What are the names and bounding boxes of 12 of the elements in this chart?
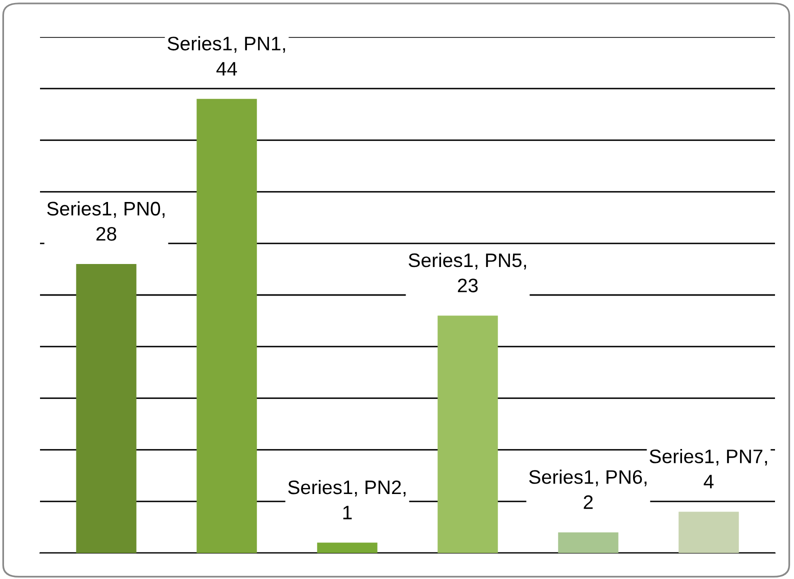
bar: [317, 542, 378, 553]
data-label: Series1, PN0, 28: [47, 201, 165, 241]
bar: [196, 98, 257, 553]
data-label: Series1, PN1, 44: [168, 36, 285, 76]
bar: [76, 264, 136, 553]
data-label: Series1, PN7, 4: [650, 448, 767, 488]
bar: [678, 512, 739, 553]
bar: [438, 316, 498, 553]
data-label: Series1, PN2, 1: [288, 480, 406, 520]
data-label: Series1, PN6, 2: [529, 470, 646, 509]
bar: [558, 532, 618, 553]
data-label: Series1, PN5, 23: [408, 252, 526, 292]
